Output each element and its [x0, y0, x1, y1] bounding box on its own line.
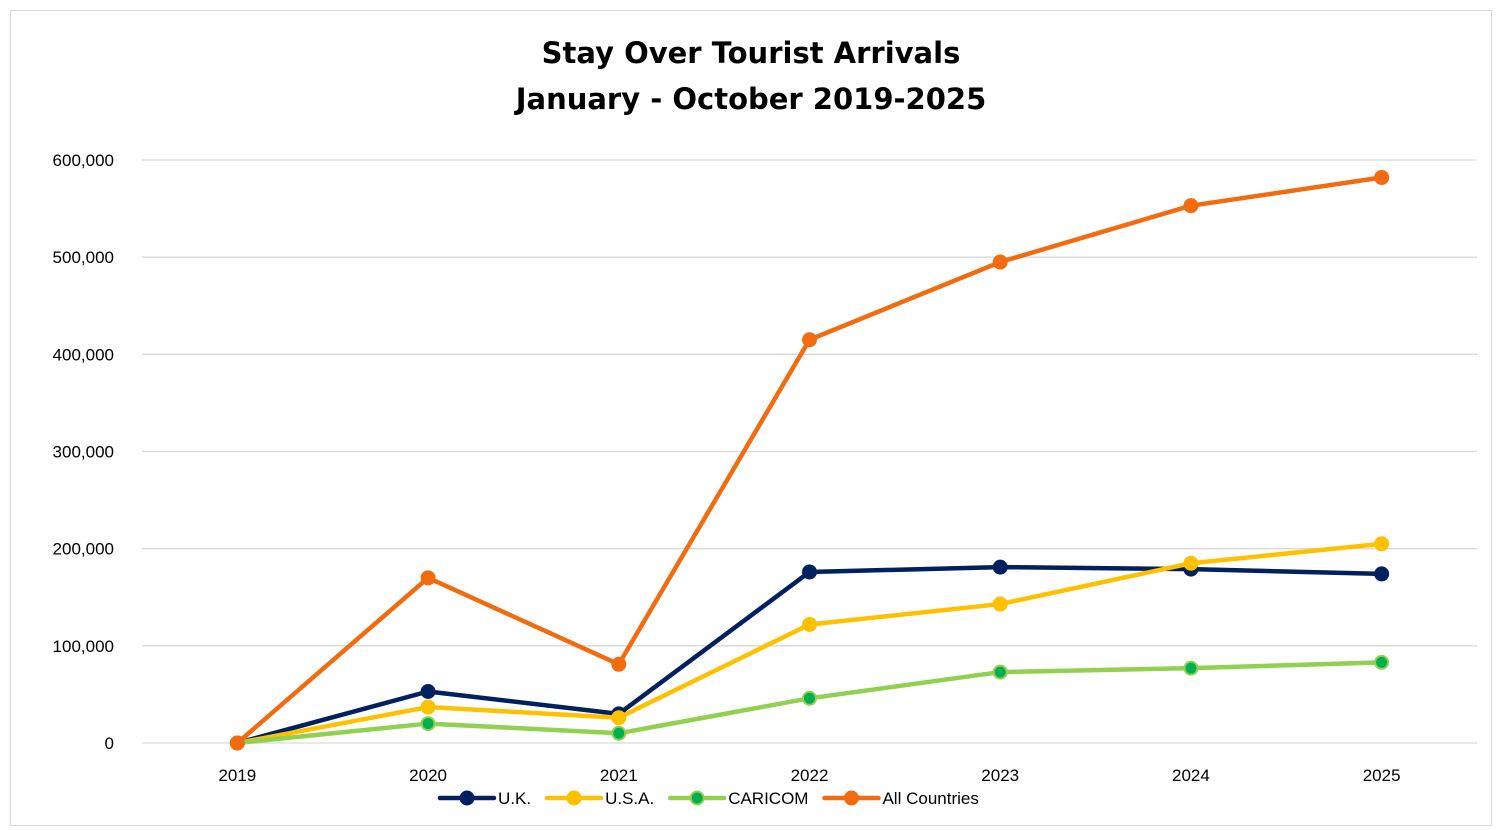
x-tick-label: 2019: [218, 766, 256, 785]
y-tick-label: 100,000: [53, 637, 114, 656]
legend-label: U.S.A.: [605, 789, 654, 808]
data-point: [802, 564, 817, 580]
data-point: [802, 690, 817, 706]
series-caricom: [229, 654, 1390, 751]
data-point: [1183, 198, 1199, 214]
data-point: [420, 699, 436, 715]
x-axis-tick-labels: 2019 2020 2021 2022 2023 2024 2025: [218, 766, 1400, 785]
y-axis-tick-labels: 0 100,000 200,000 300,000 400,000 500,000 600,…: [53, 151, 114, 753]
chart-subtitle: January - October 2019-2025: [515, 82, 987, 116]
data-point: [1374, 654, 1390, 670]
x-tick-label: 2024: [1172, 766, 1210, 785]
data-point: [420, 570, 436, 586]
legend-label: U.K.: [498, 789, 531, 808]
series-all-countries: [229, 169, 1390, 751]
legend-label: All Countries: [882, 789, 978, 808]
legend: U.K. U.S.A. CARICOM All Countries: [437, 789, 979, 808]
x-tick-label: 2022: [791, 766, 829, 785]
series-lines: [229, 169, 1390, 751]
data-point: [802, 332, 817, 348]
legend-item: All Countries: [822, 789, 979, 808]
data-point: [1183, 660, 1199, 676]
series-line: [235, 175, 1384, 746]
data-point: [992, 559, 1008, 575]
data-point: [229, 735, 245, 751]
legend-item: CARICOM: [667, 789, 808, 808]
chart-title: Stay Over Tourist Arrivals: [541, 36, 961, 70]
y-tick-label: 0: [105, 734, 114, 753]
legend-item: U.S.A.: [544, 789, 654, 808]
legend-swatch-marker: [689, 790, 705, 806]
x-tick-label: 2025: [1363, 766, 1401, 785]
data-point: [802, 616, 817, 632]
data-point: [611, 656, 627, 672]
gridlines: [142, 159, 1477, 744]
data-point: [1183, 555, 1199, 571]
legend-item: U.K.: [437, 789, 531, 808]
legend-swatch-marker: [843, 790, 859, 806]
data-point: [992, 254, 1008, 270]
data-point: [992, 596, 1008, 612]
y-tick-label: 200,000: [53, 540, 114, 559]
data-point: [1374, 536, 1390, 552]
data-point: [420, 684, 436, 700]
data-point: [1374, 169, 1390, 185]
data-point: [611, 710, 627, 726]
y-tick-label: 600,000: [53, 151, 114, 170]
series-u-k: [229, 559, 1390, 751]
chart-frame: [10, 10, 1492, 826]
x-tick-label: 2023: [981, 766, 1019, 785]
data-point: [1374, 566, 1390, 582]
legend-swatch-marker: [459, 790, 475, 806]
x-tick-label: 2020: [409, 766, 447, 785]
data-point: [992, 664, 1008, 680]
data-point: [420, 716, 436, 732]
legend-label: CARICOM: [728, 789, 808, 808]
legend-swatch-marker: [566, 790, 582, 806]
x-tick-label: 2021: [600, 766, 638, 785]
y-tick-label: 300,000: [53, 443, 114, 462]
y-tick-label: 500,000: [53, 248, 114, 267]
y-tick-label: 400,000: [53, 345, 114, 364]
data-point: [611, 725, 627, 741]
